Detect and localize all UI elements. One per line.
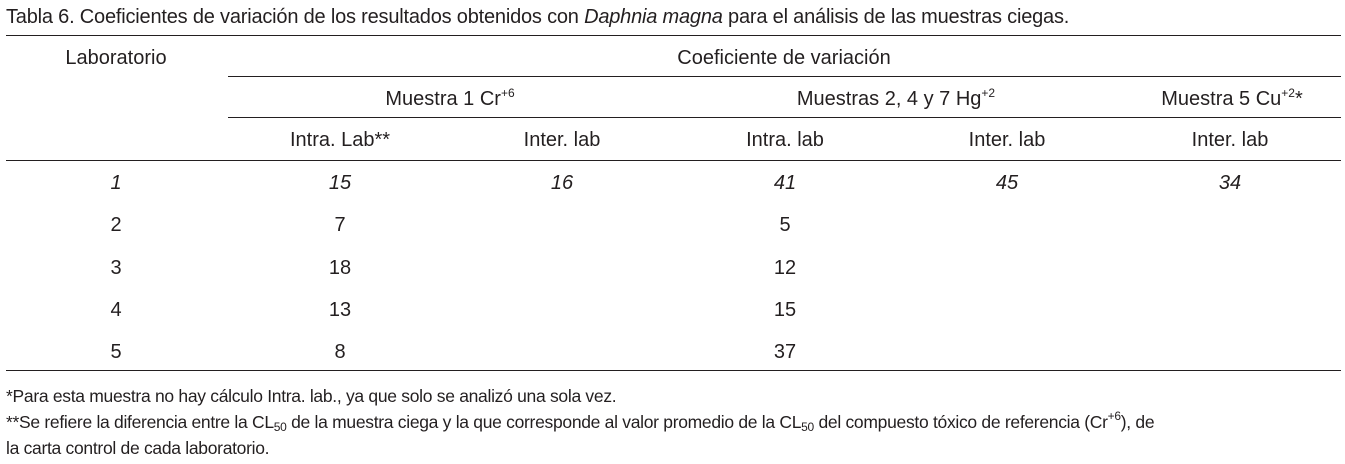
muestra-5-sup: +2 bbox=[1281, 86, 1295, 100]
footnote-2-part-b: de la muestra ciega y la que corresponde… bbox=[286, 412, 802, 432]
top-rule bbox=[6, 35, 1341, 36]
row-lab: 1 bbox=[110, 172, 122, 194]
footnote-2-part-a: **Se refiere la diferencia entre la CL bbox=[6, 412, 274, 432]
row-value: 16 bbox=[550, 172, 574, 194]
caption-prefix: Tabla 6. Coeficientes de variación de lo… bbox=[6, 6, 585, 28]
header-laboratorio: Laboratorio bbox=[65, 47, 167, 69]
footnote-2-sub-1: 50 bbox=[273, 420, 287, 434]
header-muestra-1: Muestra 1 Cr+6 bbox=[385, 86, 515, 111]
row-lab: 4 bbox=[110, 299, 122, 321]
header-muestra-5: Muestra 5 Cu+2* bbox=[1161, 86, 1303, 111]
muestra-5-asterisk: * bbox=[1294, 88, 1303, 110]
row-value: 34 bbox=[1218, 172, 1242, 194]
footnote-2-part-c: del compuesto tóxico de referencia (Cr bbox=[813, 412, 1108, 432]
muestra-247-label: Muestras 2, 4 y 7 Hg bbox=[796, 88, 982, 110]
row-value: 8 bbox=[334, 341, 346, 363]
muestra-1-label: Muestra 1 Cr bbox=[385, 88, 501, 110]
subheader-col-2: Inter. lab bbox=[523, 129, 601, 151]
footnote-1: *Para esta muestra no hay cálculo Intra.… bbox=[6, 386, 617, 406]
header-bottom-rule bbox=[6, 160, 1341, 161]
caption-species: Daphnia magna bbox=[584, 6, 723, 28]
group-rule bbox=[228, 76, 1341, 77]
row-value: 15 bbox=[328, 172, 352, 194]
muestra-5-label: Muestra 5 Cu bbox=[1161, 88, 1282, 110]
header-coeficiente: Coeficiente de variación bbox=[677, 47, 891, 69]
subheader-col-3: Intra. lab bbox=[746, 129, 824, 151]
row-value: 18 bbox=[328, 257, 352, 279]
footnote-2-sub-2: 50 bbox=[801, 420, 814, 434]
subheader-col-4: Inter. lab bbox=[968, 129, 1046, 151]
row-value: 15 bbox=[773, 299, 797, 321]
footnote-3: la carta control de cada laboratorio. bbox=[6, 438, 270, 458]
footnote-2-sup: +6 bbox=[1107, 409, 1121, 423]
body-bottom-rule bbox=[6, 370, 1341, 371]
header-muestra-247: Muestras 2, 4 y 7 Hg+2 bbox=[796, 86, 996, 111]
row-value: 37 bbox=[773, 341, 797, 363]
row-value: 12 bbox=[773, 257, 797, 279]
muestra-247-sup: +2 bbox=[981, 86, 996, 100]
subgroup-rule bbox=[228, 117, 1341, 118]
muestra-1-sup: +6 bbox=[500, 86, 515, 100]
row-value: 45 bbox=[995, 172, 1019, 194]
row-lab: 2 bbox=[110, 214, 122, 236]
row-value: 7 bbox=[334, 214, 346, 236]
footnote-2-part-d: ), de bbox=[1120, 412, 1155, 432]
row-value: 41 bbox=[773, 172, 797, 194]
subheader-col-1: Intra. Lab** bbox=[289, 129, 391, 151]
table-caption: Tabla 6. Coeficientes de variación de lo… bbox=[6, 6, 1069, 29]
subheader-col-5: Inter. lab bbox=[1191, 129, 1269, 151]
row-value: 13 bbox=[328, 299, 352, 321]
footnote-2: **Se refiere la diferencia entre la CL50… bbox=[6, 409, 1155, 434]
row-lab: 5 bbox=[110, 341, 122, 363]
caption-suffix: para el análisis de las muestras ciegas. bbox=[722, 6, 1070, 28]
row-lab: 3 bbox=[110, 257, 122, 279]
row-value: 5 bbox=[779, 214, 791, 236]
